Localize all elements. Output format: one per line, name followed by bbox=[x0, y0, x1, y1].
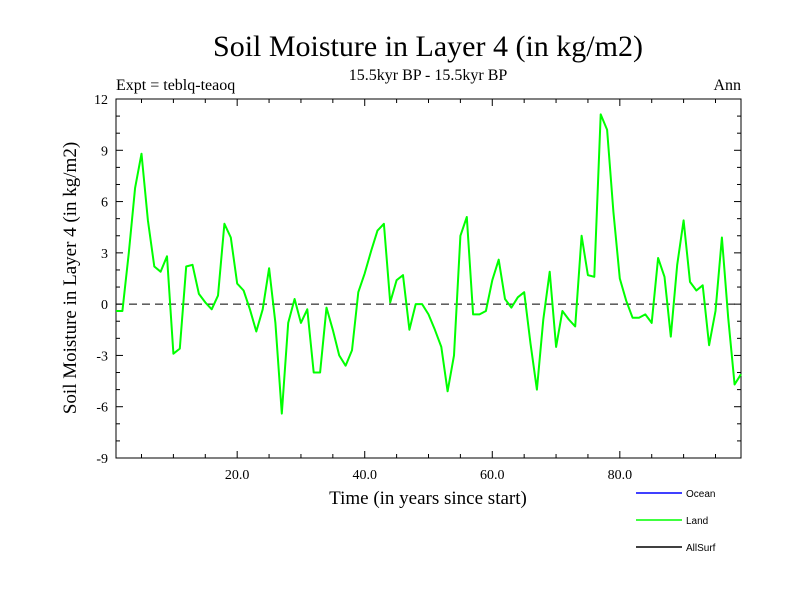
y-tick-label: 9 bbox=[101, 144, 108, 159]
y-tick-label: -3 bbox=[96, 349, 108, 364]
y-tick-label: 0 bbox=[101, 298, 108, 313]
y-tick-label: 3 bbox=[101, 247, 108, 262]
series-line-land bbox=[116, 113, 742, 415]
y-tick-label: 12 bbox=[94, 93, 108, 108]
x-tick-label: 60.0 bbox=[480, 468, 505, 483]
legend-label-allsurf: AllSurf bbox=[686, 543, 716, 554]
legend: Ocean Land AllSurf bbox=[636, 489, 716, 554]
chart-subtitle: 15.5kyr BP - 15.5kyr BP bbox=[349, 67, 508, 84]
x-axis-label: Time (in years since start) bbox=[329, 488, 527, 509]
x-tick-label: 40.0 bbox=[352, 468, 377, 483]
legend-label-land: Land bbox=[686, 516, 708, 527]
y-tick-label: 6 bbox=[101, 196, 108, 211]
x-tick-label: 20.0 bbox=[225, 468, 250, 483]
x-tick-label: 80.0 bbox=[608, 468, 633, 483]
y-axis-label: Soil Moisture in Layer 4 (in kg/m2) bbox=[60, 142, 81, 414]
season-label: Ann bbox=[713, 77, 741, 94]
plot-area: -9 -6 -3 0 3 6 9 12 20.0 40.0 60.0 80.0 bbox=[94, 93, 742, 483]
legend-label-ocean: Ocean bbox=[686, 489, 715, 500]
y-tick-label: -6 bbox=[96, 401, 108, 416]
expt-label: Expt = teblq-teaoq bbox=[116, 77, 235, 94]
y-tick-label: -9 bbox=[96, 452, 108, 467]
chart-title: Soil Moisture in Layer 4 (in kg/m2) bbox=[213, 30, 643, 63]
plot-frame bbox=[115, 98, 742, 459]
